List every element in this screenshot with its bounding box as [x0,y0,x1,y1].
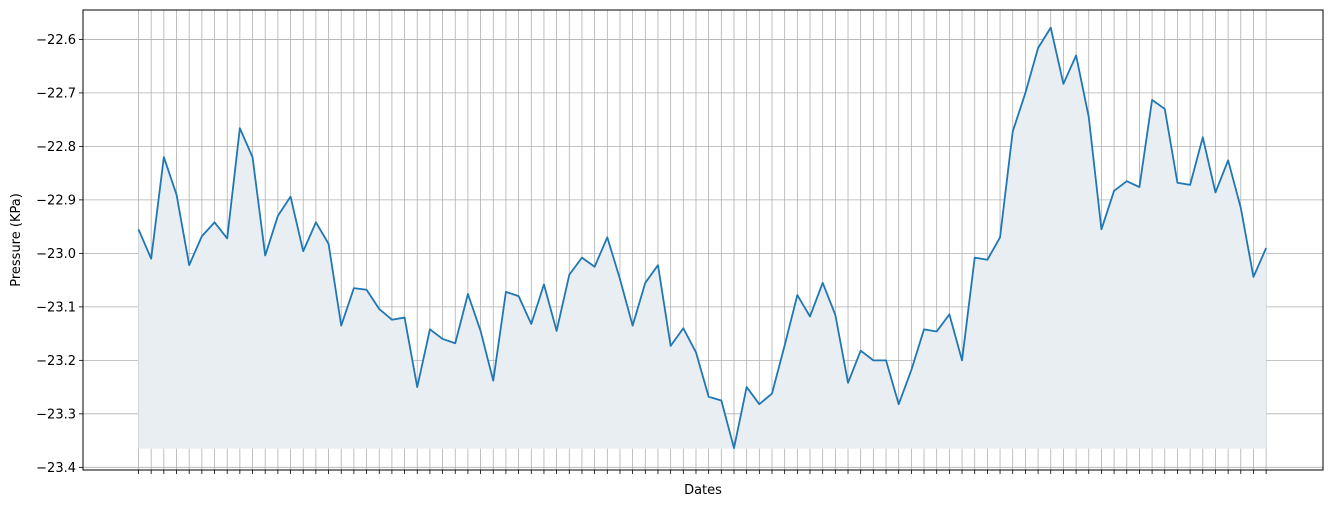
x-axis-ticks [138,470,1267,474]
y-tick-label: −23.0 [36,247,76,262]
y-tick-label: −23.3 [36,407,76,422]
plot-frame [82,9,1324,471]
area-fill [138,27,1267,449]
y-tick-label: −22.9 [36,193,76,208]
y-tick-label: −23.2 [36,354,76,369]
y-tick-label: −22.8 [36,140,76,155]
x-axis-label: Dates [684,483,722,498]
y-tick-label: −22.7 [36,86,76,101]
y-tick-label: −23.1 [36,300,76,315]
series-line [137,26,1267,449]
y-axis-ticks: −23.4 −23.3 −23.2 −23.1 −23.0 −22.9 −22.8 −22.7… [36,33,83,476]
y-axis-label: Pressure (KPa) [9,193,24,287]
y-tick-label: −22.6 [36,33,76,48]
y-tick-label: −23.4 [36,461,76,476]
